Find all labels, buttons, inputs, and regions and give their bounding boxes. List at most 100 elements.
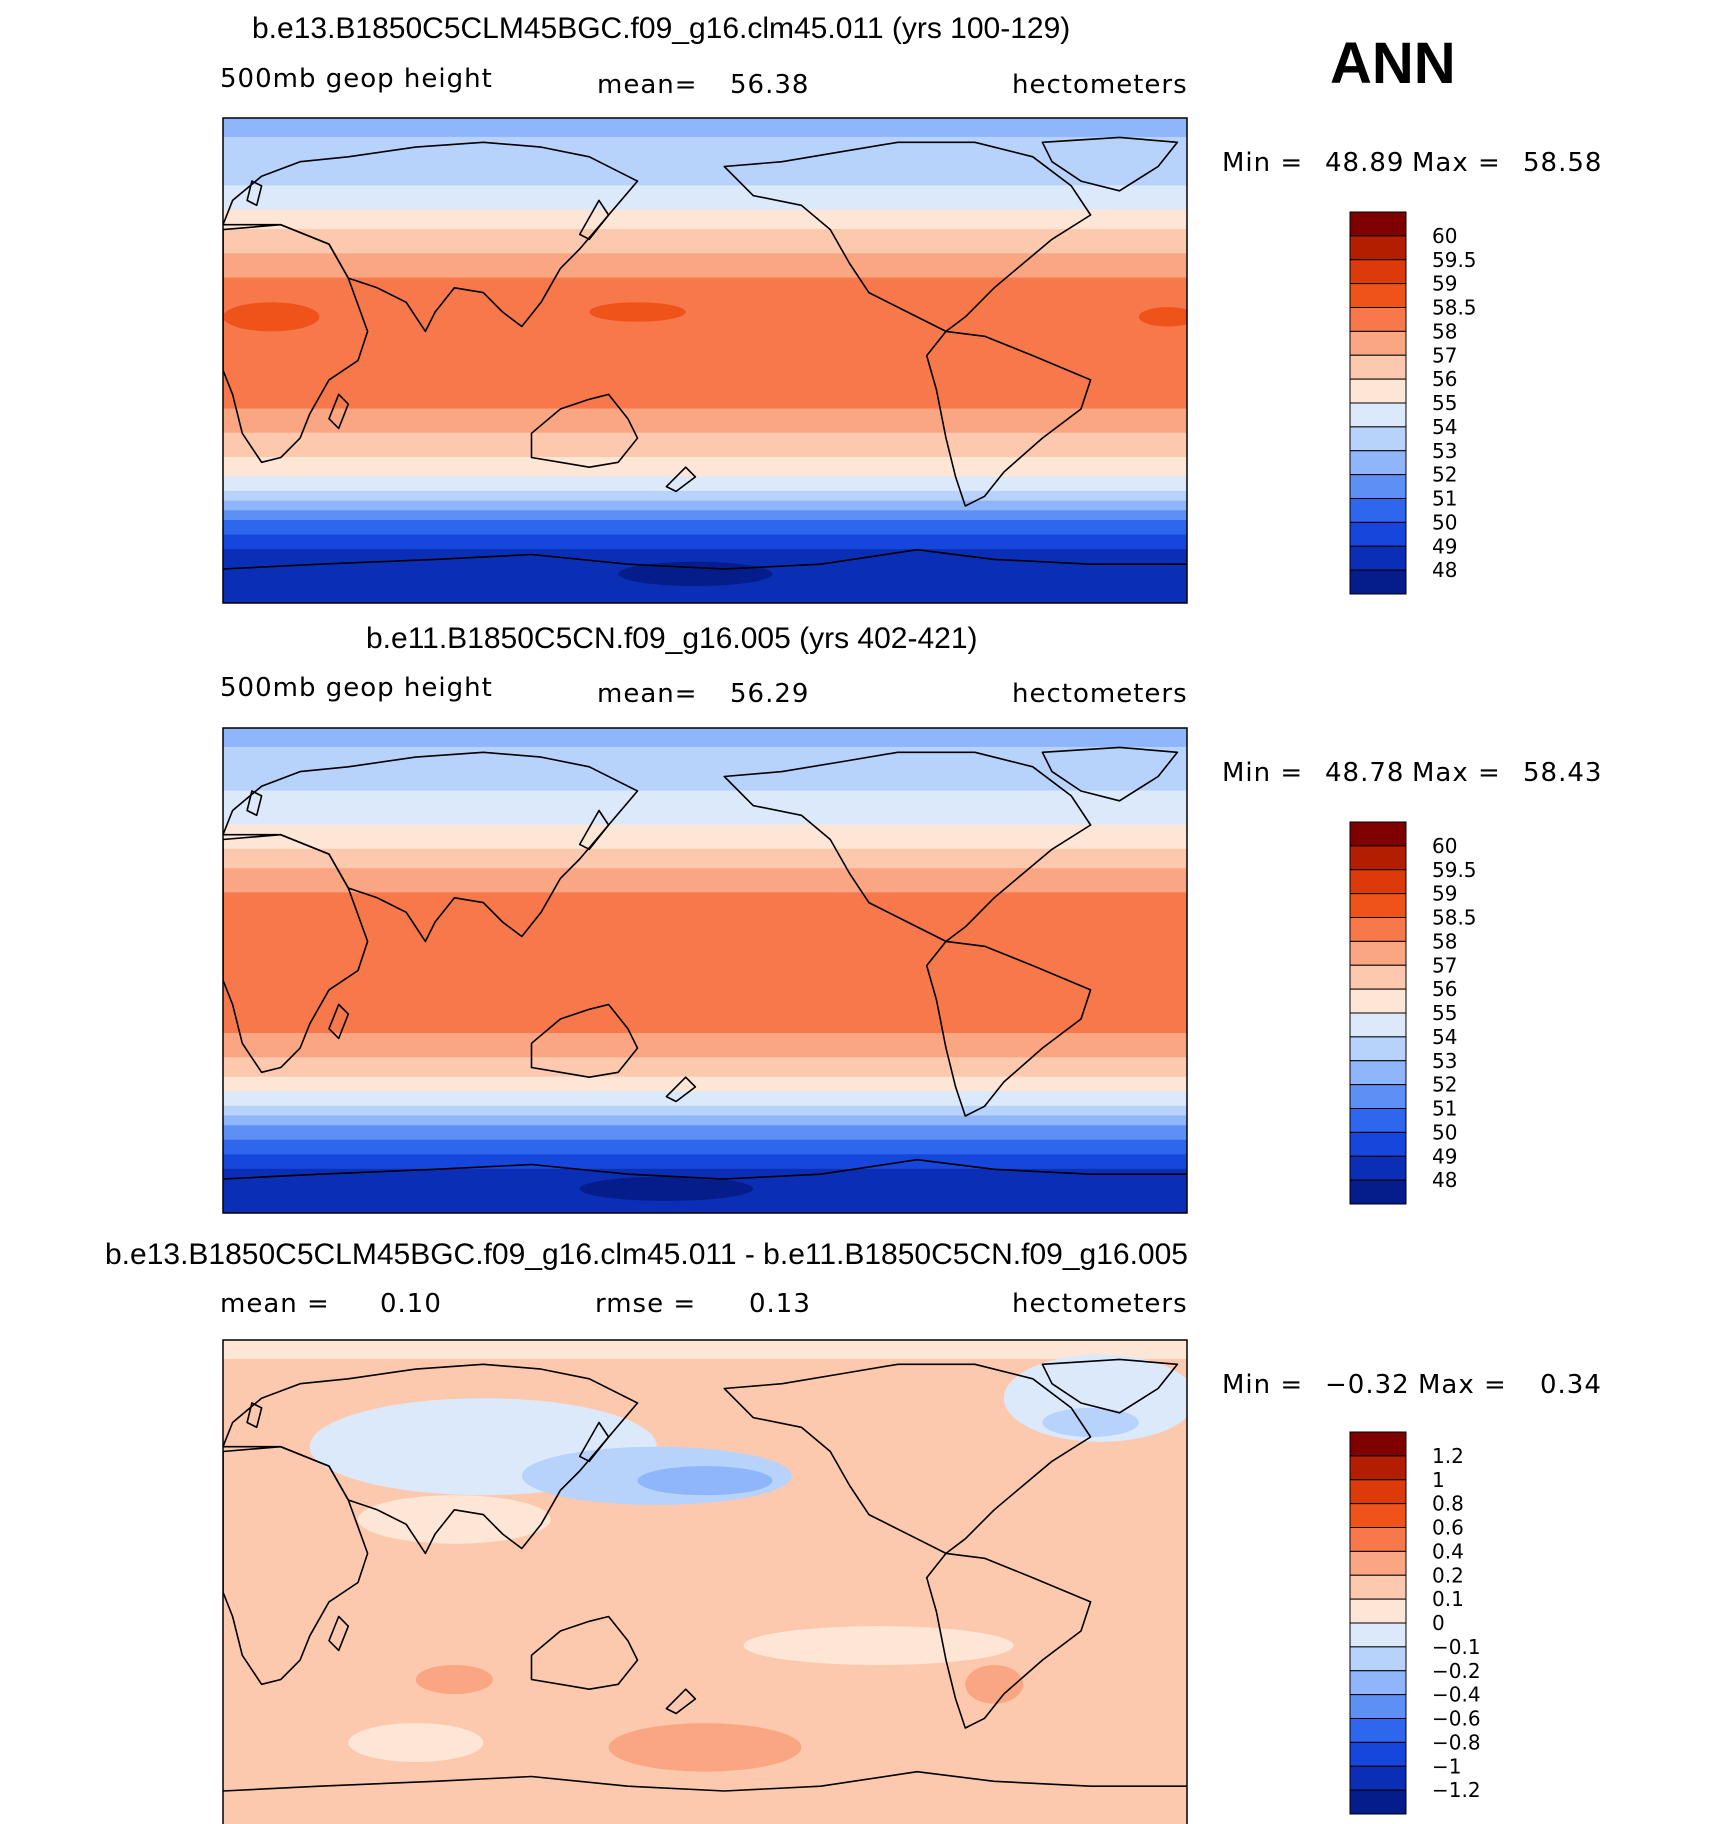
colorbar-swatch <box>1349 1108 1407 1133</box>
contour-band <box>223 728 1187 748</box>
panel3-rmse-label: rmse = <box>595 1289 697 1319</box>
contour-band <box>223 118 1187 138</box>
coastline-uk <box>246 180 263 207</box>
colorbar-swatch <box>1349 521 1407 547</box>
panel2-variable: 500mb geop height <box>220 673 493 703</box>
colorbar-tick-label: −0.2 <box>1432 1659 1481 1683</box>
contour-band <box>223 510 1187 522</box>
colorbar-swatch <box>1349 1574 1407 1600</box>
coastline-antarctica <box>223 1770 1187 1792</box>
colorbar-swatch <box>1349 1622 1407 1648</box>
coastline-new-zealand <box>665 1688 697 1715</box>
contour-band <box>223 209 1187 231</box>
colorbar-tick-label: 48 <box>1432 1168 1457 1192</box>
colorbar-3: 1.210.80.60.40.20.10−0.1−0.2−0.4−0.6−0.8… <box>1349 1431 1481 1815</box>
panel2-max-value: 58.43 <box>1523 758 1603 788</box>
contour-band <box>223 1125 1187 1141</box>
map-panel-1 <box>222 117 1188 604</box>
colorbar-tick-label: 0.6 <box>1432 1516 1464 1540</box>
colorbar-tick-label: 54 <box>1432 415 1457 439</box>
coastline-greenland <box>1041 136 1179 192</box>
contour-band <box>223 185 1187 211</box>
colorbar-swatch <box>1349 545 1407 571</box>
contour-band <box>223 520 1187 536</box>
colorbar-swatch <box>1349 893 1407 918</box>
colorbar-swatch <box>1349 426 1407 452</box>
coastline-south-america <box>925 330 1092 507</box>
colorbar-swatch <box>1349 235 1407 261</box>
panel2-min-value: 48.78 <box>1325 758 1405 788</box>
contour-band <box>223 1033 1187 1059</box>
contour-blob <box>743 1626 1014 1665</box>
panel2-max-label: Max = <box>1412 758 1501 788</box>
contour-band <box>223 311 1187 410</box>
contour-blob <box>637 1466 773 1496</box>
colorbar-tick-label: −1 <box>1432 1754 1461 1778</box>
coastline-japan <box>578 809 610 851</box>
colorbar-tick-label: 56 <box>1432 977 1457 1001</box>
colorbar-tick-label: 58 <box>1432 929 1457 953</box>
map-frame <box>222 1339 1188 1824</box>
colorbar-tick-label: 55 <box>1432 391 1457 415</box>
coastline-new-zealand <box>665 466 697 493</box>
contour-band <box>223 408 1187 434</box>
colorbar-swatch <box>1349 1670 1407 1696</box>
colorbar-tick-label: 50 <box>1432 510 1457 534</box>
contour-blob <box>348 1723 484 1762</box>
colorbar-swatch <box>1349 474 1407 499</box>
panel1-mean-label: mean= <box>597 70 698 100</box>
colorbar-swatch <box>1349 1550 1407 1576</box>
contour-band <box>223 457 1187 478</box>
map-panel-2 <box>222 727 1188 1214</box>
colorbar-tick-label: 57 <box>1432 343 1457 367</box>
colorbar-swatch <box>1349 498 1407 523</box>
colorbar-swatch <box>1349 964 1407 990</box>
season-label: ANN <box>1330 31 1456 96</box>
coastline-eurasia <box>223 1363 639 1555</box>
contour-band <box>223 921 1187 1035</box>
colorbar-swatch <box>1349 330 1407 356</box>
coastline-australia <box>530 393 639 469</box>
panel3-units: hectometers <box>1012 1289 1188 1319</box>
colorbar-swatch <box>1349 1765 1407 1791</box>
contour-band <box>223 1340 1187 1360</box>
colorbar-swatch <box>1349 211 1407 237</box>
contour-band <box>223 892 1187 923</box>
contour-blob <box>608 1723 802 1772</box>
coastline-greenland <box>1041 746 1179 802</box>
panel1-units: hectometers <box>1012 70 1188 100</box>
colorbar-swatch <box>1349 450 1407 476</box>
colorbar-swatch <box>1349 1036 1407 1062</box>
colorbar-swatch <box>1349 1741 1407 1767</box>
colorbar-tick-label: 54 <box>1432 1025 1457 1049</box>
coastline-south-america <box>925 940 1092 1117</box>
panel2-units: hectometers <box>1012 679 1188 709</box>
contour-blob <box>357 1495 551 1544</box>
panel1-title: b.e13.B1850C5CLM45BGC.f09_g16.clm45.011 … <box>252 12 1071 45</box>
coastline-north-america <box>723 141 1092 333</box>
coastline-south-america <box>925 1552 1092 1729</box>
panel2-mean-label: mean= <box>597 679 698 709</box>
colorbar-swatch <box>1349 821 1407 847</box>
colorbar-tick-label: 57 <box>1432 953 1457 977</box>
colorbar-tick-label: 55 <box>1432 1001 1457 1025</box>
colorbar-swatch <box>1349 307 1407 332</box>
colorbar-swatch <box>1349 1503 1407 1528</box>
colorbar-tick-label: 52 <box>1432 1073 1457 1097</box>
panel3-title: b.e13.B1850C5CLM45BGC.f09_g16.clm45.011 … <box>105 1238 1188 1271</box>
colorbar-swatch <box>1349 569 1407 595</box>
colorbar-swatch <box>1349 1179 1407 1205</box>
panel3-mean-label: mean = <box>220 1289 330 1319</box>
contour-band <box>223 500 1187 512</box>
colorbar-tick-label: 52 <box>1432 463 1457 487</box>
contour-band <box>223 824 1187 850</box>
coastline-new-zealand <box>665 1076 697 1103</box>
colorbar-swatch <box>1349 1012 1407 1038</box>
panel3-rmse-value: 0.13 <box>749 1289 811 1319</box>
colorbar-tick-label: 58.5 <box>1432 906 1477 930</box>
contour-blob <box>415 1664 493 1695</box>
contour-band <box>223 848 1187 870</box>
coastline-australia <box>530 1615 639 1690</box>
coastline-eurasia <box>223 141 639 333</box>
